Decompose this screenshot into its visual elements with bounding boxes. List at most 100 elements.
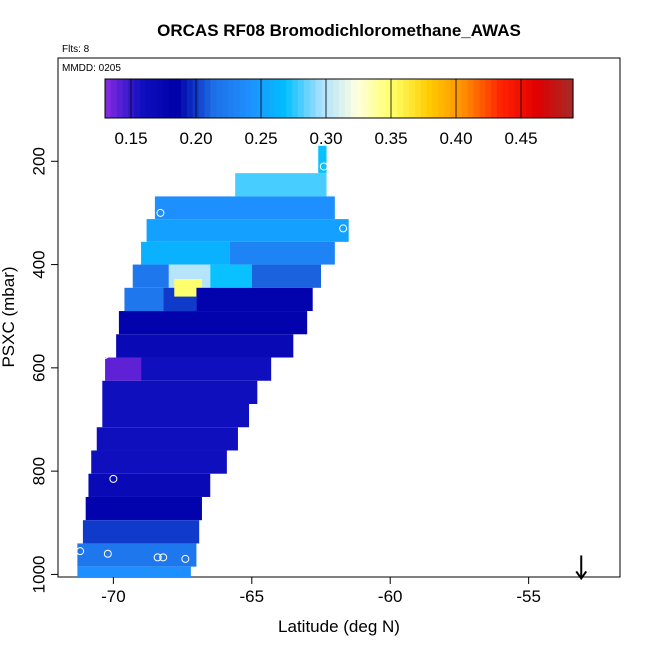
colorbar-frame (104, 78, 574, 119)
colorbar-segment (175, 79, 182, 118)
y-axis-label: PSXC (mbar) (0, 266, 18, 367)
colorbar-segment (339, 79, 346, 118)
colorbar-segment (292, 79, 299, 118)
colorbar-segment (134, 79, 141, 118)
colorbar-segment (210, 79, 217, 118)
date-label: MMDD: 0205 (62, 63, 121, 74)
data-cell (105, 357, 142, 381)
colorbar-segment (561, 79, 568, 118)
colorbar-segment (274, 79, 282, 118)
colorbar-segment (169, 79, 176, 118)
colorbar-segment (280, 79, 287, 118)
colorbar-tick-label: 0.15 (114, 129, 147, 148)
chart-title: ORCAS RF08 Bromodichloromethane_AWAS (157, 21, 521, 40)
colorbar-segment (520, 79, 527, 118)
sample-point (103, 549, 112, 558)
colorbar-segment (456, 79, 463, 118)
data-cell (141, 357, 272, 381)
colorbar-segment (537, 79, 545, 118)
data-cell (82, 520, 200, 544)
colorbar-segment (426, 79, 434, 118)
colorbar-segment (128, 79, 135, 118)
data-cell (118, 311, 308, 335)
colorbar-segment (251, 79, 258, 118)
x-tick-label: -55 (516, 587, 541, 606)
colorbar-segment (496, 79, 504, 118)
data-cell (85, 496, 202, 521)
colorbar-tick-label: 0.25 (244, 129, 277, 148)
colorbar-segment (303, 79, 311, 118)
arrow-head (575, 570, 588, 581)
colorbar-segment (491, 79, 498, 118)
colorbar-segment (567, 79, 574, 118)
sample-point (153, 553, 162, 562)
data-cell (318, 145, 327, 174)
flights-label: Flts: 8 (62, 44, 90, 55)
colorbar-segment (116, 79, 124, 118)
colorbar-segment (379, 79, 387, 118)
colorbar-segment (403, 79, 410, 118)
colorbar-segment (186, 79, 194, 118)
colorbar-segment (514, 79, 521, 118)
data-cell (102, 404, 250, 428)
data-cell (235, 173, 327, 197)
colorbar-segment (555, 79, 562, 118)
data-cell (154, 196, 335, 220)
colorbar-segment (374, 79, 381, 118)
colorbar-segment (163, 79, 170, 118)
colorbar-segment (245, 79, 252, 118)
y-axis: 200 400 600 800 1000 (29, 147, 58, 593)
colorbar-segment (549, 79, 557, 118)
sample-point (76, 547, 85, 556)
x-tick-label: -70 (101, 587, 126, 606)
colorbar-tick-label: 0.45 (504, 129, 537, 148)
colorbar-segment (309, 79, 317, 118)
colorbar-segment (268, 79, 276, 118)
sample-point (159, 553, 168, 562)
colorbar-segment (409, 79, 416, 118)
sample-point (101, 350, 110, 359)
colorbar-segment (151, 79, 159, 118)
x-tick-label: -65 (240, 587, 265, 606)
colorbar-segment (327, 79, 334, 118)
colorbar-segment (532, 79, 539, 118)
colorbar-segment (450, 79, 457, 118)
colorbar-segment (508, 79, 516, 118)
data-cell (146, 219, 349, 242)
x-tick-label: -60 (378, 587, 403, 606)
sample-point (109, 474, 118, 483)
sample-point (319, 162, 328, 171)
colorbar-segment (356, 79, 363, 118)
colorbar-segment (397, 79, 404, 118)
colorbar: 0.15 0.20 0.25 0.30 0.35 0.40 0.45 (104, 78, 574, 148)
sample-point (339, 224, 348, 233)
y-tick-label: 600 (29, 354, 48, 382)
colorbar-segment (438, 79, 445, 118)
data-cells (77, 145, 349, 577)
x-axis: -70 -65 -60 -55 (101, 577, 541, 606)
colorbar-segment (461, 79, 469, 118)
data-cell (77, 566, 191, 577)
colorbar-segment (145, 79, 153, 118)
colorbar-segment (479, 79, 486, 118)
data-cell (141, 241, 230, 265)
data-cell (77, 543, 197, 567)
data-cell (196, 287, 313, 312)
colorbar-segment (391, 79, 399, 118)
colorbar-segment (222, 79, 229, 118)
y-tick-label: 400 (29, 250, 48, 278)
colorbar-segment (350, 79, 358, 118)
colorbar-segment (362, 79, 369, 118)
sample-points (76, 162, 348, 563)
colorbar-segment (181, 79, 188, 118)
colorbar-segment (298, 79, 305, 118)
y-tick-label: 200 (29, 147, 48, 175)
colorbar-segment (502, 79, 510, 118)
data-cell (229, 241, 335, 265)
colorbar-segment (420, 79, 428, 118)
data-cell (210, 264, 252, 288)
colorbar-segment (344, 79, 352, 118)
data-cell (251, 264, 322, 288)
colorbar-segment (157, 79, 165, 118)
